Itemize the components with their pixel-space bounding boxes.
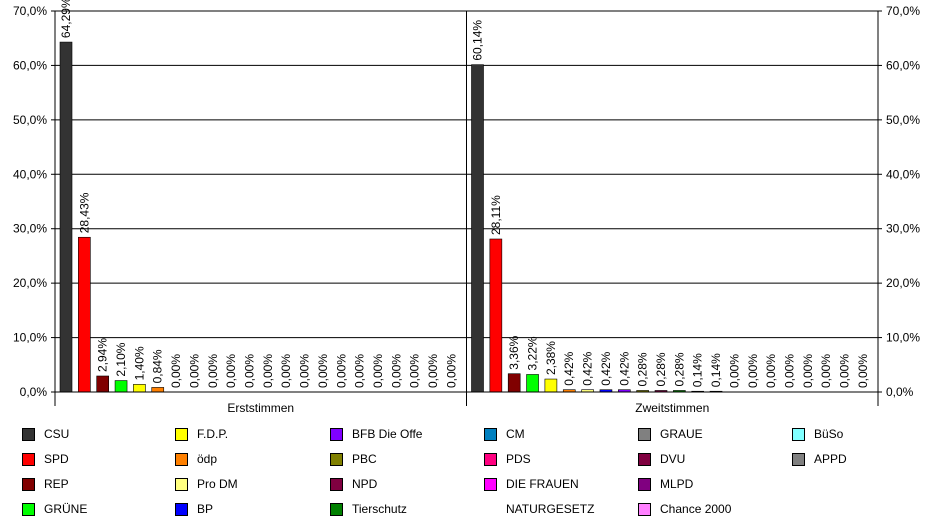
x-tick-label: Erststimmen [227,401,294,415]
data-label: 0,42% [581,351,595,385]
y-axis-right: 0,0% 10,0% 20,0% 30,0% 40,0% 50,0% 60,0% 70,0% [886,4,920,399]
data-label: 0,00% [856,354,870,388]
y-tick-label: 0,0% [886,385,914,399]
data-label: 3,22% [526,336,540,370]
bar [526,374,539,393]
data-label: 0,00% [279,354,293,388]
bars [59,41,869,393]
bar [489,238,503,393]
y-tick-label: 40,0% [886,167,920,181]
data-label: 0,00% [408,354,422,388]
data-label: 0,00% [187,354,201,388]
y-tick-label: 10,0% [13,331,47,345]
bar [544,378,558,393]
y-tick-label: 70,0% [13,4,47,18]
y-tick-label: 60,0% [13,58,47,72]
y-tick-label: 0,0% [20,385,48,399]
y-tick-label: 70,0% [886,4,920,18]
data-label: 0,28% [654,352,668,386]
data-label: 0,00% [298,354,312,388]
y-tick-label: 50,0% [13,113,47,127]
data-label: 0,00% [334,354,348,388]
data-label: 28,43% [77,192,91,233]
y-tick-label: 50,0% [886,113,920,127]
data-label: 0,00% [801,354,815,388]
data-label: 0,00% [819,354,833,388]
data-label: 0,28% [672,352,686,386]
data-label: 28,11% [489,195,503,235]
y-tick-label: 20,0% [13,276,47,290]
data-label: 0,42% [599,351,613,385]
data-label: 1,40% [132,346,146,380]
y-tick-label: 10,0% [886,331,920,345]
data-label: 0,00% [371,354,385,388]
data-label: 0,00% [316,354,330,388]
data-label: 0,84% [151,349,165,383]
data-label: 0,00% [169,354,183,388]
data-label: 0,28% [636,352,650,386]
y-tick-label: 30,0% [13,222,47,236]
data-label: 0,00% [838,354,852,388]
bar [507,373,521,393]
y-tick-label: 60,0% [886,58,920,72]
bar [151,387,165,393]
bar [59,41,73,393]
data-label: 3,36% [507,335,521,369]
data-label: 0,00% [426,354,440,388]
data-label: 0,00% [389,354,403,388]
bar [96,375,109,393]
data-label: 0,00% [444,354,458,388]
y-axis-left: 0,0% 10,0% 20,0% 30,0% 40,0% 50,0% 60,0% 70,0% [13,4,47,399]
data-label: 0,00% [782,354,796,388]
data-label: 0,42% [617,351,631,385]
x-tick-label: Zweitstimmen [635,401,709,415]
data-label: 0,00% [353,354,367,388]
y-tick-label: 40,0% [13,167,47,181]
data-label: 0,00% [224,354,238,388]
data-label: 0,00% [261,354,275,388]
bar [114,380,128,393]
bar [471,64,484,393]
data-label: 2,94% [96,338,110,372]
data-label: 60,14% [471,20,485,61]
data-label: 0,14% [691,353,705,387]
y-tick-label: 20,0% [886,276,920,290]
data-labels: 64,29% 28,43% 2,94% 2,10% 1,40% 0,84% 0,00% 0,0… [59,0,870,388]
data-label: 64,29% [59,0,73,38]
bar [78,236,91,393]
data-label: 0,14% [709,353,723,387]
x-axis: Erststimmen Zweitstimmen [227,401,709,415]
y-tick-label: 30,0% [886,222,920,236]
data-label: 2,10% [114,342,128,376]
data-label: 0,00% [764,354,778,388]
data-label: 0,00% [206,354,220,388]
data-label: 0,00% [243,354,257,388]
data-label: 0,42% [562,351,576,385]
data-label: 0,00% [727,354,741,388]
bar [133,384,146,393]
data-label: 0,00% [746,354,760,388]
data-label: 2,38% [544,341,558,375]
axes [51,10,882,406]
